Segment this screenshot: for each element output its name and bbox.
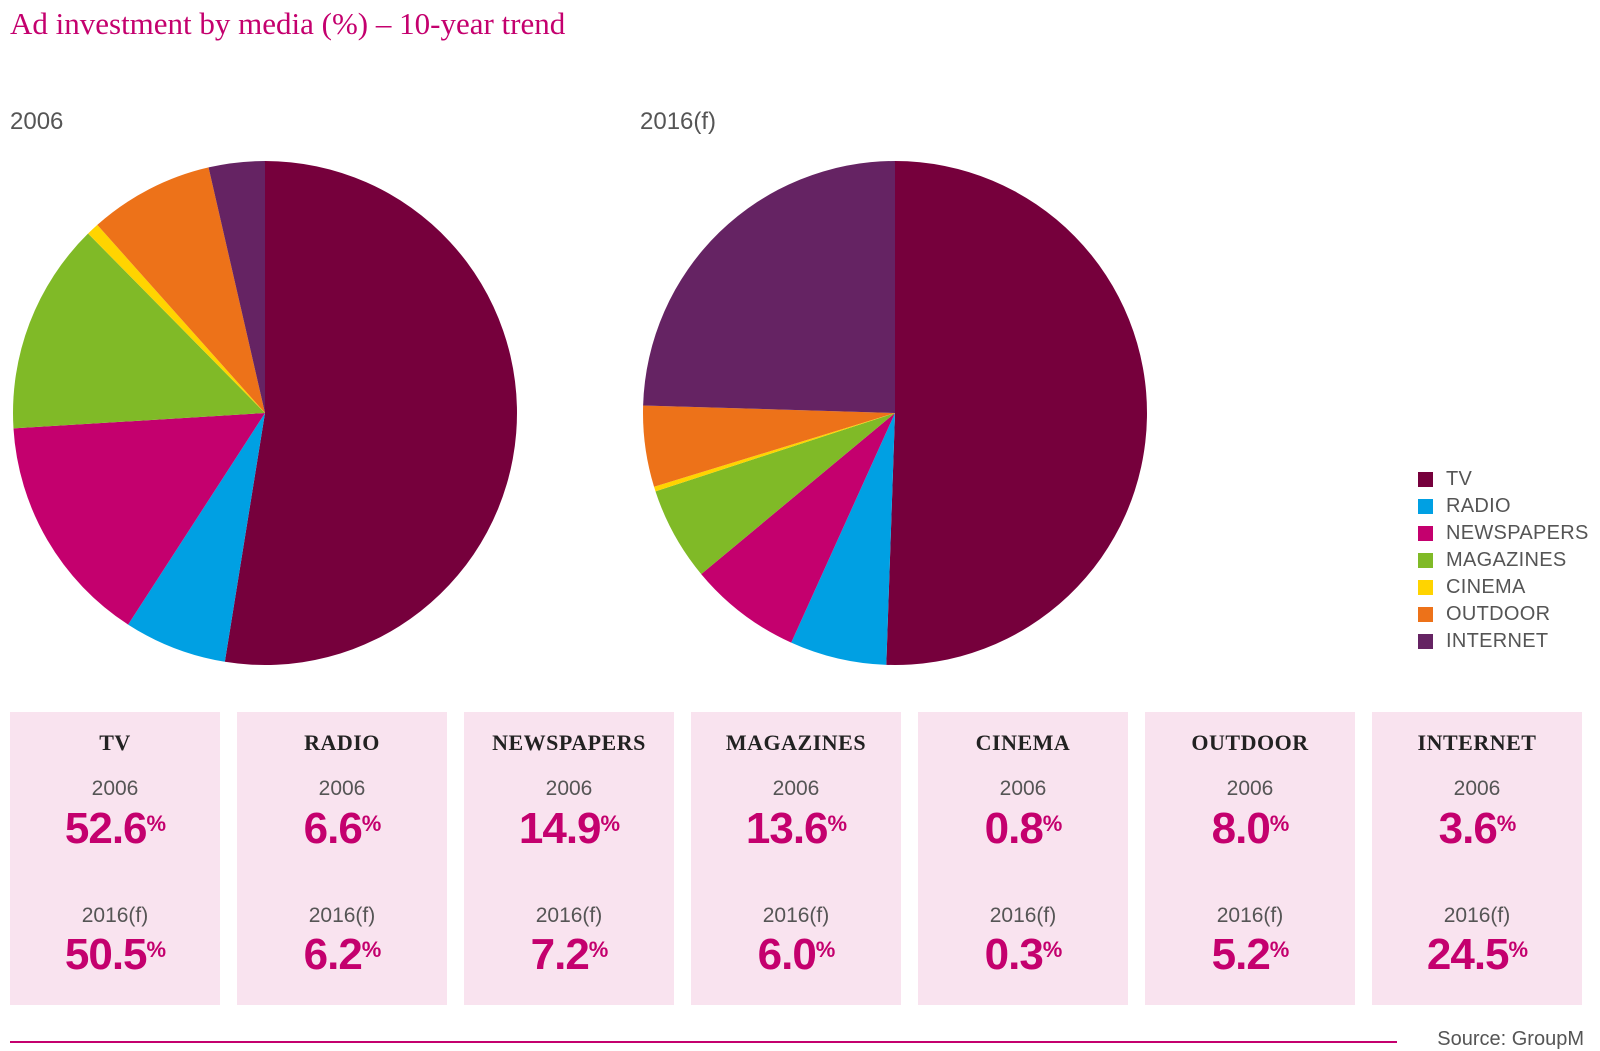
card-year-2006: 2006: [772, 777, 820, 800]
legend-item-newspapers: NEWSPAPERS: [1418, 520, 1589, 547]
stat-card-radio: RADIO 2006 6.6% 2016(f) 6.2%: [237, 712, 447, 1005]
chart-title: Ad investment by media (%) – 10-year tre…: [10, 6, 566, 41]
card-year-2016: 2016(f): [762, 904, 830, 927]
card-year-2016: 2016(f): [308, 904, 376, 927]
legend-swatch: [1418, 580, 1433, 595]
pie-2006-slice-tv: [224, 161, 517, 665]
card-value-2006: 52.6%: [64, 804, 166, 853]
legend-swatch: [1418, 472, 1433, 487]
card-year-2016: 2016(f): [989, 904, 1057, 927]
legend-swatch: [1418, 499, 1433, 514]
legend-label: NEWSPAPERS: [1446, 522, 1589, 544]
card-year-2006: 2006: [91, 777, 139, 800]
legend-item-internet: INTERNET: [1418, 628, 1589, 655]
card-title: OUTDOOR: [1191, 730, 1309, 755]
card-year-2006: 2006: [1453, 777, 1501, 800]
card-value-2006: 14.9%: [518, 804, 620, 853]
stat-card-magazines: MAGAZINES 2006 13.6% 2016(f) 6.0%: [691, 712, 901, 1005]
legend-swatch: [1418, 607, 1433, 622]
stat-card-internet: INTERNET 2006 3.6% 2016(f) 24.5%: [1372, 712, 1582, 1005]
legend-item-outdoor: OUTDOOR: [1418, 601, 1589, 628]
stat-card-tv: TV 2006 52.6% 2016(f) 50.5%: [10, 712, 220, 1005]
legend-item-magazines: MAGAZINES: [1418, 547, 1589, 574]
legend-item-tv: TV: [1418, 466, 1589, 493]
card-year-2016: 2016(f): [81, 904, 149, 927]
card-year-2016: 2016(f): [535, 904, 603, 927]
legend-item-cinema: CINEMA: [1418, 574, 1589, 601]
pie-2016-slice-cinema: [654, 413, 895, 492]
card-title: INTERNET: [1417, 730, 1537, 755]
pie-2006-slice-internet: [208, 161, 265, 413]
legend-label: MAGAZINES: [1446, 549, 1567, 571]
card-title: CINEMA: [975, 730, 1071, 755]
stat-cards: TV 2006 52.6% 2016(f) 50.5% RADIO 2006 6…: [10, 712, 1582, 1005]
pie-2006-slice-magazines: [12, 233, 265, 429]
pie-2006-slice-radio: [128, 413, 265, 662]
card-value-2016: 50.5%: [64, 930, 166, 979]
card-year-2006: 2006: [318, 777, 366, 800]
stat-card-cinema: CINEMA 2006 0.8% 2016(f) 0.3%: [918, 712, 1128, 1005]
pie-2016-slice-tv: [886, 161, 1147, 665]
stat-card-newspapers: NEWSPAPERS 2006 14.9% 2016(f) 7.2%: [464, 712, 674, 1005]
pie-2016-slice-magazines: [655, 413, 895, 575]
pie-chart-2006: [12, 161, 517, 665]
legend-label: OUTDOOR: [1446, 603, 1551, 625]
legend-label: TV: [1446, 468, 1473, 490]
legend-swatch: [1418, 526, 1433, 541]
card-value-2016: 6.2%: [303, 930, 382, 979]
pie-2006-slice-cinema: [88, 224, 265, 413]
stat-card-outdoor: OUTDOOR 2006 8.0% 2016(f) 5.2%: [1145, 712, 1355, 1005]
pie-2016-slice-outdoor: [643, 405, 895, 487]
card-title: MAGAZINES: [725, 730, 867, 755]
card-value-2016: 5.2%: [1211, 930, 1290, 979]
card-value-2006: 3.6%: [1438, 804, 1517, 853]
legend-swatch: [1418, 553, 1433, 568]
legend-label: CINEMA: [1446, 576, 1526, 598]
card-title: TV: [99, 730, 131, 755]
card-value-2006: 13.6%: [745, 804, 847, 853]
pie-chart-2016: [643, 161, 1147, 665]
card-value-2006: 0.8%: [984, 804, 1063, 853]
pie-2016-slice-internet: [643, 161, 895, 413]
card-title: RADIO: [304, 730, 380, 755]
card-year-2006: 2006: [999, 777, 1047, 800]
card-value-2016: 0.3%: [984, 930, 1063, 979]
pie-2016-slice-radio: [791, 413, 895, 665]
pie-2016-slice-newspapers: [701, 413, 895, 643]
footer-rule: [10, 1041, 1397, 1043]
legend: TV RADIO NEWSPAPERS MAGAZINES CINEMA OUT…: [1418, 466, 1589, 655]
pie-2006-slice-newspapers: [13, 413, 266, 625]
card-value-2016: 6.0%: [757, 930, 836, 979]
source-note: Source: GroupM: [1437, 1028, 1584, 1050]
card-year-2006: 2006: [1226, 777, 1274, 800]
pie-title-2006: 2006: [10, 108, 64, 135]
legend-swatch: [1418, 634, 1433, 649]
card-title: NEWSPAPERS: [492, 730, 646, 755]
card-value-2006: 8.0%: [1211, 804, 1290, 853]
legend-item-radio: RADIO: [1418, 493, 1589, 520]
pie-title-2016: 2016(f): [640, 108, 717, 135]
card-year-2016: 2016(f): [1443, 904, 1511, 927]
card-value-2016: 7.2%: [530, 930, 609, 979]
legend-label: INTERNET: [1446, 630, 1549, 652]
card-value-2006: 6.6%: [303, 804, 382, 853]
card-value-2016: 24.5%: [1426, 930, 1528, 979]
legend-label: RADIO: [1446, 495, 1511, 517]
card-year-2006: 2006: [545, 777, 593, 800]
card-year-2016: 2016(f): [1216, 904, 1284, 927]
pie-2006-slice-outdoor: [97, 167, 265, 413]
